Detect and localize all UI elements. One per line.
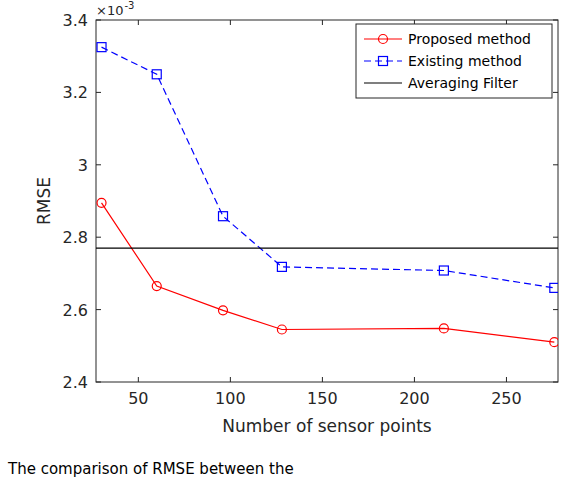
- y-tick-label: 3.4: [63, 11, 88, 30]
- y-tick: [96, 309, 101, 310]
- marker: [550, 338, 558, 347]
- reference-line: [96, 247, 558, 248]
- series-line: [102, 203, 555, 342]
- marker: [439, 324, 448, 333]
- marker: [219, 306, 228, 315]
- y-tick: [96, 237, 101, 238]
- marker: [219, 212, 228, 221]
- marker: [277, 262, 286, 271]
- y-tick: [553, 20, 558, 21]
- plot-frame: [96, 20, 558, 382]
- y-tick-label: 3.2: [63, 83, 88, 102]
- x-tick-label: 200: [399, 389, 430, 408]
- x-tick-label: 100: [215, 389, 246, 408]
- marker: [152, 70, 161, 79]
- plot-area: [96, 43, 558, 347]
- series-line: [102, 47, 555, 288]
- y-tick: [553, 164, 558, 165]
- caption: The comparison of RMSE between the: [7, 460, 294, 478]
- y-tick-label: 2.6: [63, 301, 88, 320]
- x-tick: [230, 377, 231, 382]
- axis-multiplier: ×10: [96, 3, 123, 18]
- x-tick-label: 150: [307, 389, 338, 408]
- axis-multiplier-exponent: -3: [124, 0, 134, 11]
- x-tick: [414, 377, 415, 382]
- marker: [152, 282, 161, 291]
- marker: [97, 43, 106, 52]
- x-tick: [506, 377, 507, 382]
- marker: [439, 266, 448, 275]
- y-tick: [96, 20, 101, 21]
- background: [0, 0, 564, 480]
- legend-swatch: [364, 38, 402, 39]
- legend-swatch: [364, 60, 402, 61]
- legend-box: [356, 24, 552, 98]
- y-tick: [553, 237, 558, 238]
- y-tick-label: 3: [78, 156, 88, 175]
- marker: [277, 325, 286, 334]
- y-tick: [96, 92, 101, 93]
- y-tick: [96, 164, 101, 165]
- x-tick: [138, 377, 139, 382]
- y-tick: [96, 382, 101, 383]
- y-tick: [553, 382, 558, 383]
- legend: Proposed method Existing method Averaging …: [356, 24, 552, 98]
- marker: [97, 198, 106, 207]
- y-tick: [553, 92, 558, 93]
- legend-label: Existing method: [408, 53, 522, 69]
- x-axis-label: Number of sensor points: [222, 416, 432, 436]
- legend-swatch: [364, 82, 402, 83]
- y-tick: [553, 309, 558, 310]
- y-axis-label: RMSE: [34, 177, 54, 225]
- x-tick: [322, 20, 323, 25]
- chart: 50 100 150 200 250 2.4 2.6 2.8 3 3.2 3.4 ×10-3 Numbe…: [0, 0, 564, 480]
- x-tick: [322, 377, 323, 382]
- legend-label: Averaging Filter: [408, 75, 518, 91]
- marker: [550, 283, 558, 292]
- x-tick-label: 50: [128, 389, 148, 408]
- x-tick-label: 250: [491, 389, 522, 408]
- y-tick-label: 2.4: [63, 373, 88, 392]
- x-tick: [138, 20, 139, 25]
- x-tick: [230, 20, 231, 25]
- legend-marker: [379, 57, 388, 66]
- legend-marker: [379, 35, 388, 44]
- y-tick-label: 2.8: [63, 228, 88, 247]
- legend-label: Proposed method: [408, 31, 531, 47]
